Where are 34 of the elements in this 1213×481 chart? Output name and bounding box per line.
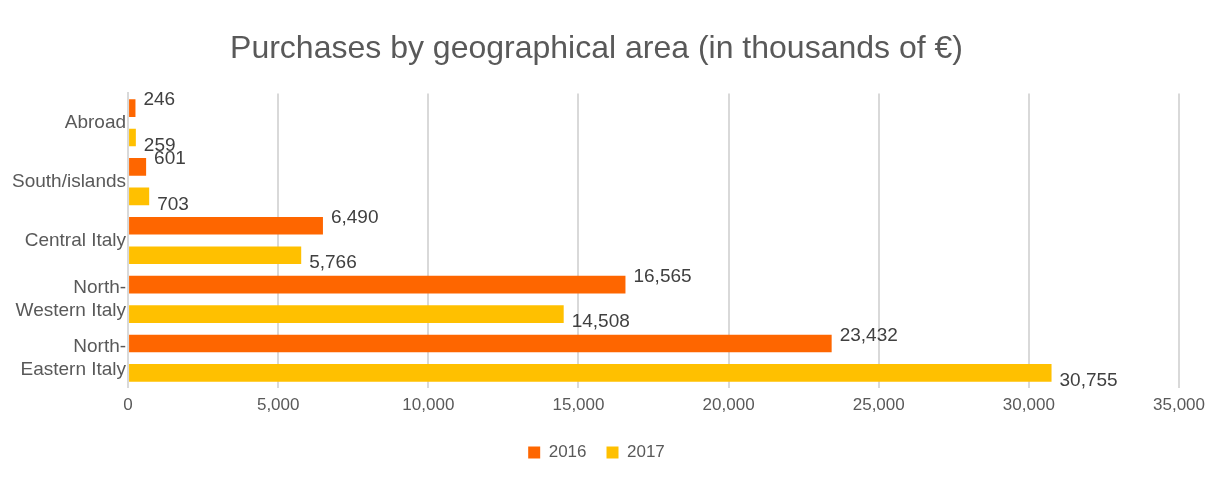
bar <box>129 99 136 117</box>
x-tick-label: 0 <box>123 395 133 415</box>
data-label: 23,432 <box>839 323 898 345</box>
data-label: 30,755 <box>1059 369 1118 391</box>
data-label: 16,565 <box>633 264 692 286</box>
x-tick-label: 30,000 <box>1002 395 1055 415</box>
bar <box>129 334 832 353</box>
bar <box>129 128 136 147</box>
x-tick-label: 25,000 <box>852 395 905 415</box>
x-tick-label: 35,000 <box>1153 395 1205 415</box>
bar <box>129 246 302 265</box>
data-label: 6,490 <box>330 206 379 228</box>
y-tick-label: Abroad <box>64 111 127 133</box>
data-label: 5,766 <box>309 251 357 273</box>
y-tick-label: Central Italy <box>24 228 127 250</box>
legend-label: 2016 <box>548 442 587 462</box>
bar <box>129 158 147 176</box>
bar <box>129 364 1052 382</box>
y-tick-label: North-Eastern Italy <box>20 335 127 379</box>
legend-label: 2017 <box>627 442 665 462</box>
x-tick-label: 5,000 <box>256 395 300 415</box>
x-tick-label: 20,000 <box>702 395 755 415</box>
data-label: 14,508 <box>571 310 630 332</box>
bar <box>129 305 564 323</box>
y-tick-label: South/islands <box>12 169 127 191</box>
data-label: 703 <box>157 192 189 214</box>
bar <box>129 187 150 206</box>
y-tick-label: North-Western Italy <box>15 276 127 320</box>
data-label: 246 <box>143 88 176 110</box>
x-tick-label: 15,000 <box>552 395 605 415</box>
bar <box>129 275 626 294</box>
chart-title: Purchases by geographical area (in thousands of €) <box>230 29 963 66</box>
x-tick-label: 10,000 <box>402 395 455 415</box>
bar <box>129 216 323 235</box>
